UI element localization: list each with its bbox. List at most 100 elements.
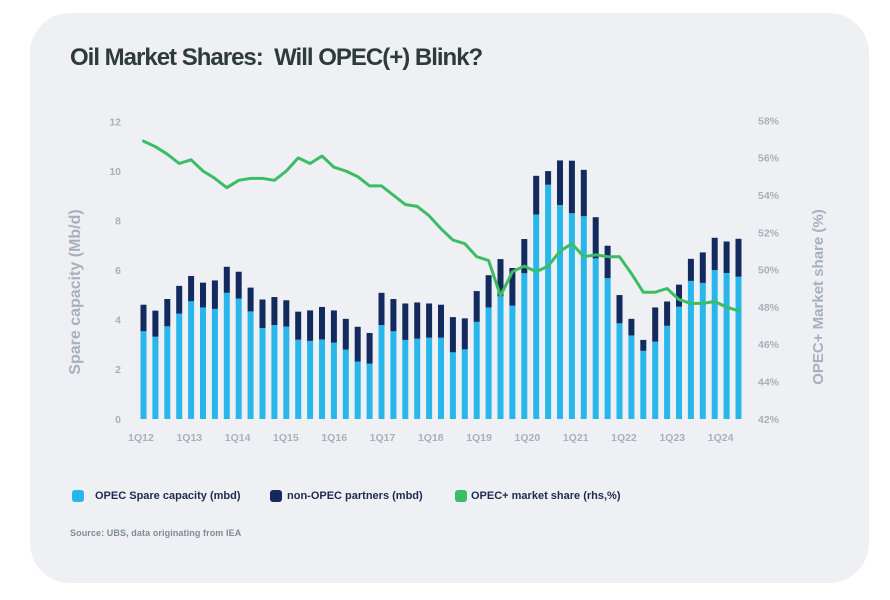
left-axis-tick-label: 0 (115, 414, 121, 426)
right-axis-tick-label: 56% (758, 153, 780, 165)
bar-opec-spare-4Q14 (271, 325, 278, 419)
x-axis-tick-label: 1Q17 (370, 432, 396, 444)
bar-opec-spare-3Q23 (687, 280, 694, 419)
bar-opec-spare-4Q15 (319, 339, 325, 419)
bar-non-opec-3Q16 (354, 326, 361, 362)
legend-label-opec-spare-capacity: OPEC Spare capacity (mbd) (95, 490, 241, 502)
bar-opec-spare-2Q19 (485, 307, 492, 419)
bar-non-opec-3Q23 (687, 258, 694, 281)
bar-non-opec-4Q23 (699, 252, 706, 283)
bar-non-opec-4Q18 (461, 318, 468, 350)
bar-opec-spare-1Q20 (521, 273, 528, 419)
bar-non-opec-1Q23 (664, 301, 671, 326)
bar-opec-spare-1Q19 (473, 321, 480, 419)
bar-non-opec-2Q17 (390, 299, 397, 332)
bar-non-opec-3Q18 (449, 317, 456, 353)
bar-non-opec-3Q12 (164, 299, 171, 327)
bar-non-opec-1Q14 (235, 271, 242, 299)
bar-non-opec-1Q17 (378, 292, 385, 326)
x-axis-tick-label: 1Q20 (515, 432, 541, 444)
right-axis-tick-label: 48% (758, 302, 780, 314)
bar-non-opec-1Q12 (140, 304, 147, 332)
x-axis-tick-label: 1Q23 (659, 432, 685, 444)
bar-non-opec-2Q18 (438, 304, 444, 338)
right-axis-tick-label: 42% (758, 414, 780, 426)
bar-opec-spare-4Q23 (699, 282, 706, 419)
legend-item-opec-spare-capacity: OPEC Spare capacity (mbd) (72, 490, 241, 502)
bar-opec-spare-3Q17 (402, 339, 409, 419)
bar-non-opec-1Q19 (473, 291, 480, 322)
right-axis-tick-label: 50% (758, 265, 780, 277)
bar-non-opec-4Q17 (414, 302, 421, 339)
right-axis-title: OPEC+ Market share (%) (810, 209, 827, 384)
bar-opec-spare-2Q24 (723, 272, 730, 419)
bar-non-opec-3Q24 (735, 238, 742, 277)
bar-opec-spare-4Q20 (557, 205, 563, 419)
legend-swatch-opec-spare-capacity (72, 490, 84, 502)
bar-opec-spare-2Q14 (247, 311, 254, 419)
bar-non-opec-1Q16 (330, 310, 337, 343)
bar-opec-spare-3Q14 (259, 328, 266, 419)
bar-opec-spare-2Q22 (628, 335, 635, 419)
bar-non-opec-4Q14 (271, 297, 278, 326)
right-axis-tick-label: 46% (758, 339, 780, 351)
bar-non-opec-3Q17 (402, 303, 409, 340)
bar-opec-spare-2Q18 (438, 337, 444, 419)
bar-non-opec-1Q13 (188, 275, 195, 302)
bar-opec-spare-2Q15 (295, 339, 302, 419)
bar-opec-spare-4Q17 (414, 338, 421, 419)
bar-opec-spare-3Q24 (735, 276, 742, 419)
bar-non-opec-1Q22 (616, 295, 623, 324)
right-axis-tick-label: 54% (758, 190, 780, 202)
legend-item-non-opec-partners: non-OPEC partners (mbd) (270, 490, 423, 502)
x-axis-tick-label: 1Q13 (176, 432, 202, 444)
bar-opec-spare-2Q13 (200, 307, 206, 419)
left-axis-tick-label: 10 (109, 166, 121, 178)
chart-title: Oil Market Shares: Will OPEC(+) Blink? (70, 44, 483, 71)
source-note: Source: UBS, data originating from IEA (70, 528, 242, 538)
legend-swatch-non-opec-partners (270, 490, 282, 502)
bar-opec-spare-1Q23 (664, 325, 671, 419)
bar-opec-spare-3Q20 (545, 184, 552, 419)
bar-non-opec-2Q13 (200, 282, 206, 308)
left-axis-title: Spare capacity (Mb/d) (67, 209, 84, 374)
bar-non-opec-2Q22 (628, 318, 635, 336)
bar-non-opec-1Q18 (426, 303, 433, 338)
legend-item-opec-market-share: OPEC+ market share (rhs,%) (455, 490, 620, 502)
bar-non-opec-3Q22 (640, 339, 647, 351)
left-axis-tick-label: 12 (109, 116, 121, 128)
bar-opec-spare-1Q14 (235, 298, 242, 419)
bar-opec-spare-1Q12 (140, 331, 147, 419)
legend-label-non-opec-partners: non-OPEC partners (mbd) (287, 490, 423, 502)
left-axis-tick-label: 4 (115, 315, 121, 327)
bar-non-opec-2Q12 (152, 310, 159, 337)
x-axis-tick-label: 1Q24 (708, 432, 734, 444)
bar-non-opec-2Q14 (247, 287, 254, 312)
bar-non-opec-1Q24 (711, 237, 718, 271)
right-axis-tick-label: 52% (758, 227, 780, 239)
bar-non-opec-4Q12 (176, 285, 183, 314)
bar-opec-spare-2Q23 (676, 306, 682, 419)
left-axis-tick-label: 8 (115, 215, 121, 227)
bar-non-opec-3Q19 (497, 259, 504, 297)
bar-non-opec-3Q15 (307, 310, 314, 341)
bar-opec-spare-1Q21 (568, 213, 575, 419)
bar-opec-spare-3Q16 (354, 361, 361, 419)
bar-opec-spare-4Q13 (223, 292, 230, 419)
bar-opec-spare-2Q21 (580, 216, 587, 419)
x-axis-tick-label: 1Q14 (225, 432, 251, 444)
bar-opec-spare-1Q24 (711, 270, 718, 419)
bar-non-opec-3Q21 (592, 217, 599, 259)
bar-non-opec-2Q21 (580, 169, 587, 217)
bar-opec-spare-1Q18 (426, 337, 433, 419)
bar-non-opec-2Q23 (676, 284, 682, 307)
bar-opec-spare-4Q19 (509, 305, 516, 419)
x-axis-tick-label: 1Q21 (563, 432, 589, 444)
bar-non-opec-3Q13 (211, 280, 218, 309)
x-axis-tick-label: 1Q19 (466, 432, 492, 444)
bar-opec-spare-4Q12 (176, 313, 183, 419)
right-axis-tick-label: 44% (758, 376, 780, 388)
bar-opec-spare-1Q22 (616, 323, 623, 419)
bar-opec-spare-4Q21 (604, 278, 611, 419)
